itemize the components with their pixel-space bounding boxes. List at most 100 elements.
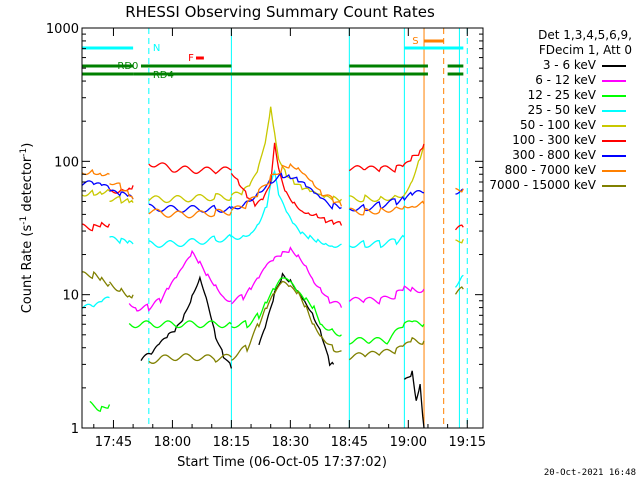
- series-line: [81, 296, 110, 309]
- series-line: [231, 277, 342, 337]
- series-line: [348, 143, 425, 173]
- series-line: [230, 142, 343, 226]
- series-line: [348, 336, 425, 361]
- legend-entry: 12 - 25 keV: [486, 88, 632, 103]
- legend-entry: 300 - 800 keV: [486, 148, 632, 163]
- legend-swatch: [602, 140, 626, 142]
- datestamp: 20-Oct-2021 16:48: [543, 468, 636, 478]
- legend-entry-label: 6 - 12 keV: [535, 73, 596, 87]
- legend-entry-label: 25 - 50 keV: [527, 103, 596, 117]
- legend: Det 1,3,4,5,6,9, FDecim 1, Att 0 3 - 6 k…: [486, 28, 632, 193]
- series-line: [404, 370, 425, 429]
- series-line: [81, 188, 110, 197]
- series-line: [128, 249, 232, 312]
- series-line: [231, 169, 342, 248]
- y-tick-label: 1: [71, 422, 79, 437]
- series-line: [148, 193, 232, 204]
- x-tick-label: 18:30: [272, 435, 309, 450]
- series-line: [230, 246, 343, 308]
- x-tick-label: 18:45: [331, 435, 368, 450]
- series-line: [82, 270, 111, 288]
- legend-header-line-1: Det 1,3,4,5,6,9,: [538, 28, 632, 42]
- series-line: [230, 162, 343, 212]
- y-axis-label: Count Rate (s-1 detector-1): [19, 143, 35, 314]
- series-line: [148, 353, 232, 364]
- x-tick-label: 17:45: [95, 435, 132, 450]
- series-line: [455, 239, 464, 244]
- series-line: [349, 320, 425, 345]
- series-line: [231, 171, 342, 210]
- legend-swatch: [602, 80, 626, 82]
- plot-frame: [81, 27, 484, 429]
- x-tick-label: 19:00: [390, 435, 427, 450]
- series-line: [81, 180, 111, 190]
- y-tick-label: 100: [54, 155, 79, 170]
- series-line: [454, 274, 464, 288]
- series-line: [258, 272, 335, 367]
- legend-entry: 25 - 50 keV: [486, 103, 632, 118]
- series-line: [109, 235, 134, 245]
- series-line: [455, 188, 464, 195]
- legend-swatch: [602, 65, 626, 67]
- state-label-rd0: RD0: [117, 61, 138, 72]
- legend-entry: 800 - 7000 keV: [486, 163, 632, 178]
- series-line: [109, 182, 134, 200]
- legend-entry-label: 100 - 300 keV: [512, 133, 596, 147]
- legend-header-line-2: FDecim 1, Att 0: [538, 43, 632, 57]
- legend-swatch: [602, 185, 626, 187]
- series-line: [231, 280, 342, 361]
- legend-entry: 100 - 300 keV: [486, 133, 632, 148]
- series-line: [348, 234, 405, 249]
- series-line: [148, 233, 232, 248]
- y-tick-label: 1000: [46, 22, 79, 37]
- series-line: [454, 286, 464, 295]
- series-line: [148, 162, 232, 175]
- series-line: [109, 281, 134, 299]
- series-line: [109, 189, 134, 200]
- series-line: [148, 203, 232, 213]
- legend-entry-label: 12 - 25 keV: [527, 88, 596, 102]
- axes-ticks: 17:45 18:00 18:15 18:30 18:45 19:00 19:15 1 10 10…: [46, 22, 486, 450]
- state-label-rd4: RD4: [153, 70, 174, 81]
- series-line: [81, 168, 110, 177]
- series-line: [348, 285, 425, 305]
- state-label-f: F: [188, 53, 194, 64]
- x-tick-label: 18:15: [213, 435, 250, 450]
- legend-entry-label: 300 - 800 keV: [512, 148, 596, 162]
- legend-entry-label: 800 - 7000 keV: [504, 163, 596, 177]
- y-tick-label: 10: [62, 289, 79, 304]
- state-label-s: S: [412, 36, 418, 47]
- series-line: [349, 200, 425, 216]
- legend-entry-label: 7000 - 15000 keV: [489, 178, 596, 192]
- legend-entry: 3 - 6 keV: [486, 58, 632, 73]
- series-line: [454, 224, 464, 231]
- series-line: [81, 221, 111, 232]
- series-line: [348, 189, 425, 212]
- legend-entry: 50 - 100 keV: [486, 118, 632, 133]
- series-line: [148, 208, 232, 219]
- legend-entry-label: 50 - 100 keV: [519, 118, 596, 132]
- series-line: [109, 196, 134, 204]
- legend-swatch: [602, 170, 626, 172]
- series-line: [455, 187, 464, 193]
- legend-entry-label: 3 - 6 keV: [542, 58, 596, 72]
- legend-swatch: [602, 110, 626, 112]
- legend-swatch: [602, 95, 626, 97]
- x-tick-label: 18:00: [154, 435, 191, 450]
- series-line: [140, 275, 233, 369]
- chart-title: RHESSI Observing Summary Count Rates: [125, 3, 435, 21]
- series-line: [349, 143, 425, 203]
- legend-swatch: [602, 155, 626, 157]
- legend-entry: 7000 - 15000 keV: [486, 178, 632, 193]
- legend-swatch: [602, 125, 626, 127]
- x-axis-label: Start Time (06-Oct-05 17:37:02): [177, 455, 387, 470]
- state-bars: N RD0 RD4 F S: [82, 36, 464, 81]
- legend-entry: 6 - 12 keV: [486, 73, 632, 88]
- series-line: [89, 400, 111, 413]
- state-label-n: N: [153, 43, 160, 54]
- series-group: [81, 106, 464, 429]
- series-line: [230, 106, 343, 203]
- x-tick-label: 19:15: [449, 435, 486, 450]
- background-lines: [81, 28, 468, 428]
